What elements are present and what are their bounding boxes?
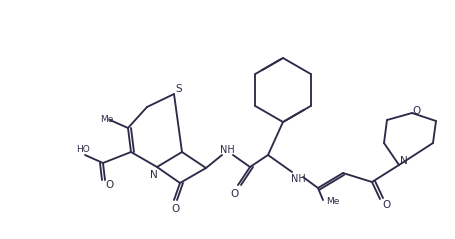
Text: O: O (106, 180, 114, 190)
Text: NH: NH (219, 145, 234, 155)
Text: O: O (230, 189, 238, 199)
Text: HO: HO (76, 145, 90, 153)
Text: N: N (150, 170, 157, 180)
Text: N: N (399, 156, 407, 166)
Text: Me: Me (325, 196, 339, 206)
Text: Me: Me (101, 114, 114, 124)
Text: S: S (175, 84, 182, 94)
Text: O: O (172, 204, 180, 214)
Text: O: O (412, 106, 420, 116)
Text: O: O (382, 200, 390, 210)
Text: NH: NH (290, 174, 305, 184)
